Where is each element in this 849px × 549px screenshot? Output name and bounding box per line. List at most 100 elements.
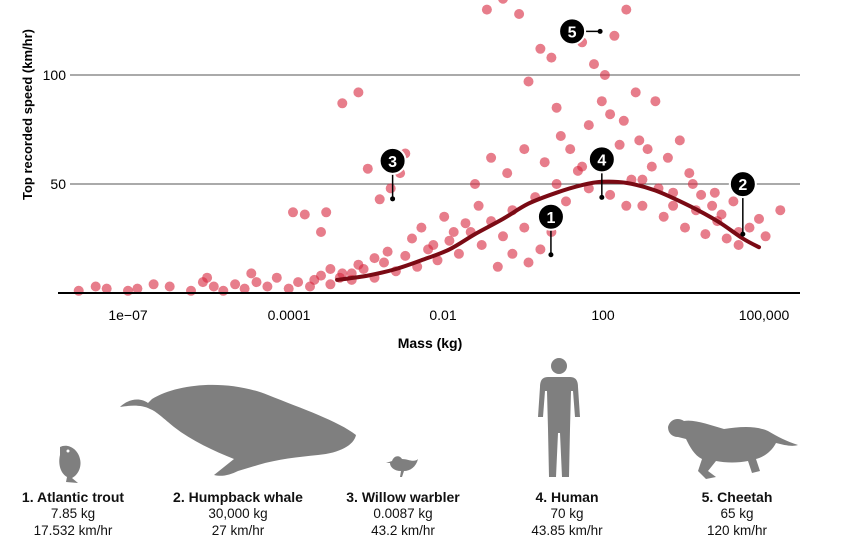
data-point — [621, 4, 632, 15]
data-point — [680, 222, 690, 233]
data-point — [353, 87, 364, 98]
data-point — [754, 213, 764, 224]
animal-name: 1. Atlantic trout — [21, 489, 125, 505]
x-tick-100000: 100,000 — [739, 307, 790, 323]
marker-badge — [536, 202, 565, 231]
data-point — [208, 281, 219, 292]
highlight-markers: 1 2 3 4 5 — [378, 17, 757, 258]
data-point — [470, 179, 480, 189]
animal-panel: 1. Atlantic trout 7.85 kg 17.532 km/hr 2… — [0, 355, 849, 549]
data-point — [432, 255, 443, 266]
data-point — [523, 76, 534, 87]
data-point — [646, 161, 657, 172]
data-point — [202, 272, 213, 283]
data-point — [448, 227, 459, 237]
data-point — [325, 279, 336, 290]
data-point — [439, 211, 450, 222]
data-point — [492, 261, 503, 272]
data-point — [546, 52, 557, 63]
data-point — [583, 120, 594, 131]
data-point — [230, 279, 241, 290]
animal-mass: 70 kg — [550, 506, 584, 521]
speed-mass-chart: 100 50 Top recorded speed (km/hr) 1e−07 … — [20, 0, 800, 351]
data-point — [658, 211, 669, 222]
animal-card-trout: 1. Atlantic trout 7.85 kg 17.532 km/hr — [0, 489, 146, 539]
data-point — [400, 250, 411, 261]
data-point — [481, 4, 492, 15]
data-point — [507, 248, 518, 259]
data-point — [605, 189, 616, 200]
animal-card-whale: 2. Humpback whale 30,000 kg 27 km/hr — [160, 489, 316, 539]
data-point — [523, 257, 534, 268]
data-point — [687, 179, 698, 189]
data-point — [535, 43, 546, 54]
data-point — [662, 152, 673, 163]
marker-number: 1 — [546, 210, 555, 227]
data-point — [218, 285, 229, 296]
highlight-marker-2: 2 — [728, 170, 757, 237]
data-point — [637, 174, 648, 185]
marker-anchor-dot — [599, 194, 605, 200]
whale-icon — [120, 384, 356, 476]
marker-badge — [378, 146, 407, 175]
data-point — [614, 139, 625, 150]
data-point — [498, 231, 508, 242]
data-point — [293, 277, 304, 288]
data-point — [251, 277, 262, 288]
data-point — [551, 102, 562, 113]
data-point — [668, 200, 679, 211]
marker-badge — [728, 170, 757, 199]
data-point — [325, 264, 336, 274]
animal-speed: 43.2 km/hr — [371, 523, 435, 538]
x-tick-1e-07: 1e−07 — [108, 307, 148, 323]
data-point — [707, 200, 718, 211]
data-point — [535, 244, 546, 255]
data-point — [565, 144, 576, 155]
data-point — [605, 109, 616, 120]
bird-icon — [386, 456, 418, 477]
data-point — [369, 253, 380, 264]
data-point — [609, 30, 620, 41]
data-point — [684, 168, 695, 179]
y-tick-100: 100 — [43, 67, 67, 83]
data-point — [101, 283, 112, 294]
animal-card-cheetah: 5. Cheetah 65 kg 120 km/hr — [670, 489, 804, 539]
data-point — [271, 272, 282, 283]
marker-anchor-dot — [597, 28, 603, 34]
marker-anchor-dot — [548, 252, 554, 258]
animal-mass: 7.85 kg — [50, 506, 96, 521]
data-point — [577, 161, 588, 172]
data-point — [453, 248, 464, 259]
animal-mass: 30,000 kg — [208, 506, 268, 521]
data-point — [416, 222, 427, 233]
data-point — [353, 259, 364, 270]
data-points — [73, 0, 786, 296]
data-point — [599, 70, 610, 80]
data-point — [316, 227, 326, 237]
data-point — [407, 233, 417, 244]
marker-number: 2 — [738, 177, 747, 194]
highlight-marker-1: 1 — [536, 202, 565, 258]
data-point — [379, 257, 389, 268]
data-point — [486, 152, 497, 163]
animal-mass: 65 kg — [720, 506, 754, 521]
data-point — [498, 0, 508, 4]
data-point — [519, 144, 530, 155]
data-point — [551, 179, 562, 189]
data-point — [539, 157, 550, 168]
highlight-marker-3: 3 — [378, 146, 407, 202]
data-point — [460, 218, 471, 229]
highlight-marker-5: 5 — [558, 17, 603, 46]
data-point — [476, 240, 487, 250]
data-point — [321, 207, 332, 218]
data-point — [775, 205, 786, 216]
data-point — [589, 59, 599, 70]
data-point — [696, 189, 707, 200]
data-point — [502, 168, 513, 179]
animal-name: 5. Cheetah — [701, 489, 773, 505]
data-point — [519, 222, 530, 233]
data-point — [309, 274, 320, 285]
data-point — [337, 98, 348, 109]
animal-speed: 17.532 km/hr — [33, 523, 113, 538]
animal-card-warbler: 3. Willow warbler 0.0087 kg 43.2 km/hr — [330, 489, 476, 539]
